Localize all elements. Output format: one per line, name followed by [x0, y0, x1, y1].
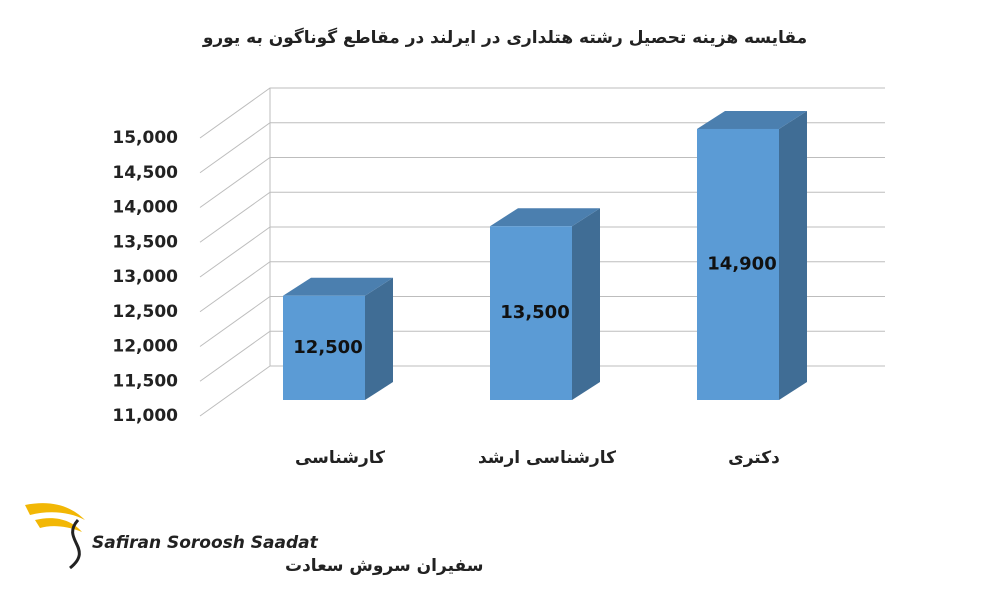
- bar-top: [490, 208, 600, 227]
- y-tick-label: 11,000: [112, 406, 178, 426]
- logo: Safiran Soroosh Saadat سفیران سروش سعادت: [25, 503, 483, 576]
- y-tick-label: 12,500: [112, 302, 178, 322]
- y-tick-label: 13,000: [112, 267, 178, 287]
- bar-top: [697, 110, 807, 129]
- bar: [697, 128, 779, 400]
- bar: [283, 295, 365, 400]
- y-tick-label: 14,500: [112, 163, 178, 183]
- data-label: 14,900: [707, 253, 776, 274]
- logo-text: سفیران سروش سعادت: [285, 556, 483, 576]
- x-tick-label: دکتری: [728, 448, 780, 468]
- x-tick-label: کارشناسی ارشد: [478, 448, 616, 468]
- bar-side: [779, 110, 807, 400]
- bar-side: [572, 208, 600, 400]
- bar: [490, 226, 572, 400]
- logo-text: Safiran Soroosh Saadat: [92, 533, 319, 553]
- bar-top: [283, 277, 393, 296]
- y-tick-label: 13,500: [112, 232, 178, 252]
- data-label: 12,500: [293, 337, 362, 358]
- chart-title: مقایسه هزینه تحصیل رشته هتلداری در ایرلن…: [202, 27, 807, 48]
- y-tick-label: 11,500: [112, 371, 178, 391]
- y-tick-label: 12,000: [112, 337, 178, 357]
- bar-side: [365, 277, 393, 400]
- logo-wing: [25, 503, 85, 520]
- x-tick-label: کارشناسی: [295, 448, 385, 468]
- y-tick-label: 14,000: [112, 198, 178, 218]
- logo-swan: [69, 518, 81, 570]
- y-tick-label: 15,000: [112, 128, 178, 148]
- data-label: 13,500: [500, 302, 569, 323]
- logo-wing: [35, 518, 82, 532]
